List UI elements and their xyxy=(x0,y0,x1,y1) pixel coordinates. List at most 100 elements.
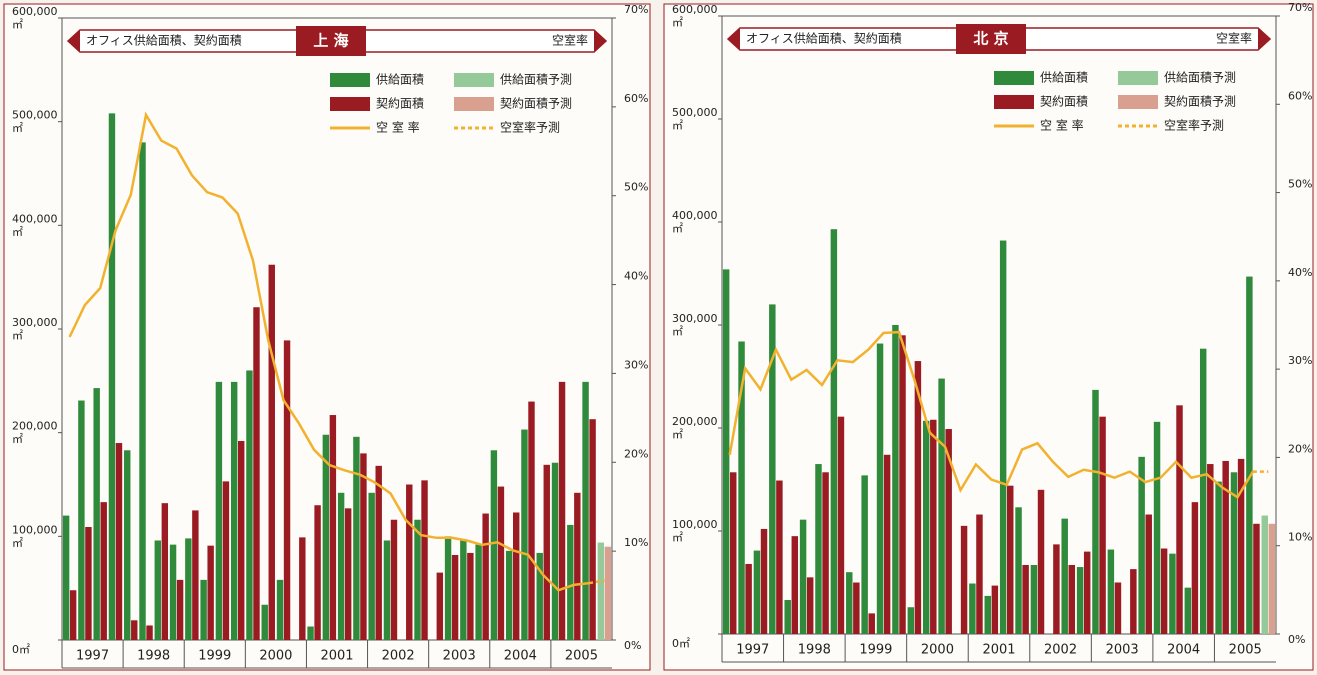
y2-tick-label: 50% xyxy=(1288,178,1312,191)
bar xyxy=(876,343,884,634)
bar xyxy=(467,552,474,640)
y-tick-label: 500,000 ㎡ xyxy=(672,106,718,132)
bar xyxy=(139,142,146,640)
y2-tick-label: 40% xyxy=(1288,266,1312,279)
city-box xyxy=(296,26,366,56)
bar xyxy=(207,545,214,640)
bar xyxy=(1053,544,1060,634)
bar xyxy=(1222,460,1229,634)
banner-arrow-right xyxy=(1258,28,1270,50)
bar xyxy=(830,229,838,634)
bar xyxy=(1138,456,1145,634)
bar xyxy=(375,465,382,640)
bar xyxy=(1253,523,1260,634)
legend-label: 供給面積予測 xyxy=(500,72,572,87)
y-tick-label: 200,000 ㎡ xyxy=(12,420,58,446)
legend-label: 供給面積 xyxy=(1040,70,1088,85)
bar xyxy=(846,572,853,634)
bar xyxy=(976,514,983,634)
banner-arrow-right xyxy=(594,30,606,52)
bar xyxy=(806,577,814,634)
x-tick-label: 1998 xyxy=(137,649,170,664)
bar xyxy=(543,464,550,640)
bar xyxy=(246,370,253,640)
legend-swatch xyxy=(1118,95,1158,109)
bar xyxy=(414,519,421,640)
city-name: 上 海 xyxy=(313,32,348,50)
bar xyxy=(1076,567,1084,634)
bar xyxy=(222,481,230,640)
bar xyxy=(307,626,314,640)
bar xyxy=(1083,551,1091,634)
legend-label: 空 室 率 xyxy=(1040,118,1084,133)
bar xyxy=(337,492,345,640)
x-tick-label: 1999 xyxy=(859,643,892,658)
x-tick-label: 2004 xyxy=(1167,643,1200,658)
bar xyxy=(907,607,915,634)
bar xyxy=(1199,348,1207,634)
y2-tick-label: 20% xyxy=(624,447,648,460)
bar xyxy=(574,492,581,640)
bar xyxy=(551,462,559,640)
bar xyxy=(745,563,752,634)
bar xyxy=(192,510,199,640)
y2-tick-label: 0% xyxy=(624,639,641,652)
legend-swatch xyxy=(454,73,494,87)
bar xyxy=(1246,276,1253,634)
bar xyxy=(299,537,306,640)
bar xyxy=(124,450,131,640)
bar xyxy=(1237,458,1245,634)
bar xyxy=(344,508,352,640)
y2-tick-label: 50% xyxy=(624,181,648,194)
bar xyxy=(1145,514,1152,634)
bar xyxy=(146,625,153,640)
y-tick-label: 500,000 ㎡ xyxy=(12,109,58,135)
bar xyxy=(528,401,535,640)
bar xyxy=(261,604,268,640)
bar xyxy=(991,585,999,634)
bar xyxy=(368,492,375,640)
legend-label: 契約面積予測 xyxy=(1164,94,1236,109)
bar xyxy=(383,540,391,640)
x-tick-label: 2005 xyxy=(1229,643,1262,658)
bar xyxy=(815,464,822,634)
x-tick-label: 2004 xyxy=(504,649,537,664)
bar xyxy=(1099,416,1106,634)
bar xyxy=(1061,518,1068,634)
legend-label: 空 室 率 xyxy=(376,120,420,135)
x-tick-label: 2002 xyxy=(382,649,415,664)
y-tick-label: 400,000 ㎡ xyxy=(672,209,718,235)
x-tick-label: 2003 xyxy=(1106,643,1139,658)
x-tick-label: 2003 xyxy=(443,649,476,664)
bar xyxy=(322,434,330,640)
bar xyxy=(730,472,737,634)
bar xyxy=(760,528,768,634)
bar xyxy=(536,552,543,640)
line xyxy=(728,330,1254,499)
bar xyxy=(78,400,85,640)
legend-label: 空室率予測 xyxy=(1164,118,1224,133)
city-box xyxy=(956,24,1026,54)
legend-swatch xyxy=(994,71,1034,85)
bar xyxy=(589,419,596,640)
bar xyxy=(93,388,100,640)
bar xyxy=(108,113,116,640)
bar xyxy=(1007,485,1014,634)
legend-swatch xyxy=(330,97,370,111)
y-tick-label: 200,000 ㎡ xyxy=(672,415,718,441)
bar xyxy=(791,536,799,634)
bar xyxy=(1022,564,1029,634)
bar xyxy=(238,440,245,640)
bar xyxy=(1114,582,1122,634)
bar xyxy=(482,513,489,640)
bar xyxy=(1068,564,1076,634)
bar xyxy=(582,381,589,640)
bar xyxy=(100,502,107,640)
bar xyxy=(421,480,428,640)
bar xyxy=(176,579,184,640)
y2-tick-label: 0% xyxy=(1288,633,1305,646)
bar xyxy=(567,524,574,640)
bar xyxy=(930,419,937,634)
bar xyxy=(922,420,930,634)
y-tick-label: 400,000 ㎡ xyxy=(12,212,58,238)
